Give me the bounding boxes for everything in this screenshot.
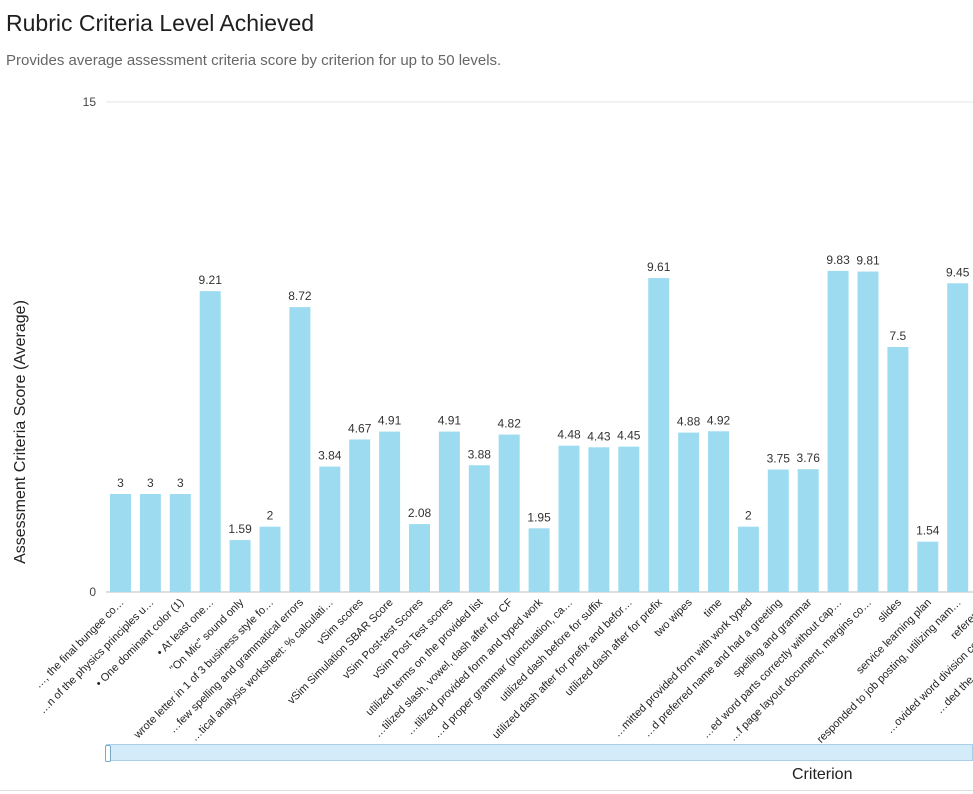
data-label: 2 bbox=[745, 509, 752, 523]
data-label: 9.83 bbox=[826, 253, 850, 267]
bar[interactable] bbox=[588, 447, 610, 592]
data-label: 3.88 bbox=[468, 447, 492, 461]
bar[interactable] bbox=[169, 494, 191, 592]
divider bbox=[0, 790, 973, 791]
data-label: 4.88 bbox=[677, 415, 701, 429]
data-label: 1.54 bbox=[916, 524, 940, 538]
scrollbar-handle[interactable] bbox=[105, 745, 111, 762]
bar[interactable] bbox=[409, 524, 430, 592]
x-tick-label: …ed word parts correctly without cap… bbox=[700, 597, 844, 741]
data-label: 4.92 bbox=[707, 413, 731, 427]
chart-title: Rubric Criteria Level Achieved bbox=[6, 10, 315, 36]
data-label: 3.75 bbox=[767, 452, 791, 466]
data-label: 3.76 bbox=[797, 451, 821, 465]
chart-subtitle: Provides average assessment criteria sco… bbox=[6, 52, 502, 69]
data-label: 4.67 bbox=[348, 421, 372, 435]
bar[interactable] bbox=[827, 270, 849, 592]
x-tick-label: utilized dash after for prefix and befor… bbox=[490, 597, 635, 742]
data-label: 9.81 bbox=[856, 254, 880, 268]
data-label: 9.21 bbox=[199, 273, 223, 287]
bar[interactable] bbox=[767, 469, 789, 593]
data-label: 4.45 bbox=[617, 429, 641, 443]
y-tick-label: 0 bbox=[89, 585, 96, 599]
data-label: 4.91 bbox=[378, 414, 402, 428]
bar[interactable] bbox=[110, 494, 131, 592]
y-axis-label: Assessment Criteria Score (Average) bbox=[12, 300, 29, 564]
data-label: 9.45 bbox=[946, 265, 970, 279]
bar[interactable] bbox=[737, 526, 759, 592]
bar[interactable] bbox=[229, 540, 251, 592]
data-label: 1.95 bbox=[527, 510, 551, 524]
data-label: 3 bbox=[177, 476, 184, 490]
data-label: 2.08 bbox=[408, 506, 432, 520]
bar[interactable] bbox=[289, 307, 311, 592]
bar[interactable] bbox=[857, 271, 879, 592]
horizontal-scrollbar[interactable] bbox=[105, 744, 973, 762]
bar[interactable] bbox=[259, 526, 281, 592]
data-label: 9.61 bbox=[647, 260, 671, 274]
data-label: 8.72 bbox=[288, 289, 312, 303]
bar[interactable] bbox=[648, 278, 670, 592]
bar[interactable] bbox=[528, 528, 550, 592]
x-axis-label: Criterion bbox=[792, 766, 853, 783]
bar[interactable] bbox=[468, 465, 490, 592]
data-label: 4.48 bbox=[557, 428, 581, 442]
bar[interactable] bbox=[498, 434, 520, 592]
data-label: 7.5 bbox=[890, 329, 907, 343]
y-tick-label: 15 bbox=[83, 95, 97, 109]
data-label: 3.84 bbox=[318, 449, 342, 463]
bar[interactable] bbox=[349, 439, 371, 592]
data-label: 4.43 bbox=[587, 429, 611, 443]
bar[interactable] bbox=[558, 445, 580, 592]
bar[interactable] bbox=[618, 446, 640, 592]
bar[interactable] bbox=[708, 431, 729, 592]
data-label: 3 bbox=[117, 476, 124, 490]
bar[interactable] bbox=[438, 431, 460, 592]
bar[interactable] bbox=[917, 541, 939, 592]
bar[interactable] bbox=[887, 347, 909, 592]
bar[interactable] bbox=[319, 466, 341, 592]
bar[interactable] bbox=[678, 432, 700, 592]
data-label: 4.82 bbox=[498, 417, 522, 431]
bar[interactable] bbox=[199, 291, 221, 592]
bar[interactable] bbox=[139, 494, 161, 592]
x-tick-label: …n of the physics principles u… bbox=[37, 597, 157, 717]
bar[interactable] bbox=[797, 469, 819, 592]
bar[interactable] bbox=[379, 431, 401, 592]
x-tick-label: time bbox=[701, 597, 724, 620]
data-label: 1.59 bbox=[228, 522, 252, 536]
bar[interactable] bbox=[947, 283, 969, 592]
data-label: 3 bbox=[147, 476, 154, 490]
data-label: 2 bbox=[267, 509, 274, 523]
data-label: 4.91 bbox=[438, 414, 462, 428]
